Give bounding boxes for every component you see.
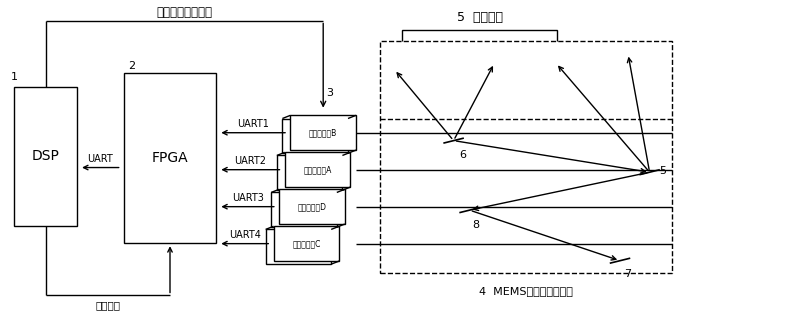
Bar: [402, 30, 557, 76]
Text: 8: 8: [473, 220, 479, 230]
Bar: [266, 229, 331, 264]
Text: 激光脉冲控制信号: 激光脉冲控制信号: [156, 6, 212, 19]
Bar: [290, 115, 356, 150]
Bar: [271, 192, 337, 227]
Text: DSP: DSP: [32, 149, 59, 163]
Text: 控制总线: 控制总线: [95, 301, 120, 311]
Text: 5: 5: [659, 166, 666, 176]
Text: UART1: UART1: [238, 119, 269, 129]
Text: UART: UART: [87, 154, 114, 164]
Bar: [279, 189, 345, 224]
Text: 激光测距们D: 激光测距们D: [298, 202, 326, 211]
Text: 6: 6: [460, 150, 466, 160]
Text: UART2: UART2: [234, 156, 266, 166]
Text: 激光测距们C: 激光测距们C: [292, 239, 321, 248]
Bar: [14, 87, 77, 226]
Text: 激光测距们B: 激光测距们B: [309, 128, 338, 137]
Text: UART3: UART3: [232, 193, 263, 203]
Bar: [277, 155, 342, 190]
Text: FPGA: FPGA: [152, 151, 188, 165]
Text: 7: 7: [625, 269, 631, 279]
Text: 5  被测目标: 5 被测目标: [457, 11, 502, 24]
Text: UART4: UART4: [229, 230, 261, 240]
Bar: [282, 118, 348, 153]
Text: 4  MEMS二维扫描镜阵列: 4 MEMS二维扫描镜阵列: [479, 286, 573, 296]
Bar: [274, 226, 339, 261]
Bar: [285, 152, 350, 187]
Text: 3: 3: [326, 88, 334, 98]
Text: 1: 1: [10, 72, 18, 82]
Text: 2: 2: [128, 61, 135, 71]
Bar: [380, 41, 672, 273]
Text: 激光测距们A: 激光测距们A: [303, 165, 332, 174]
Bar: [124, 73, 216, 243]
